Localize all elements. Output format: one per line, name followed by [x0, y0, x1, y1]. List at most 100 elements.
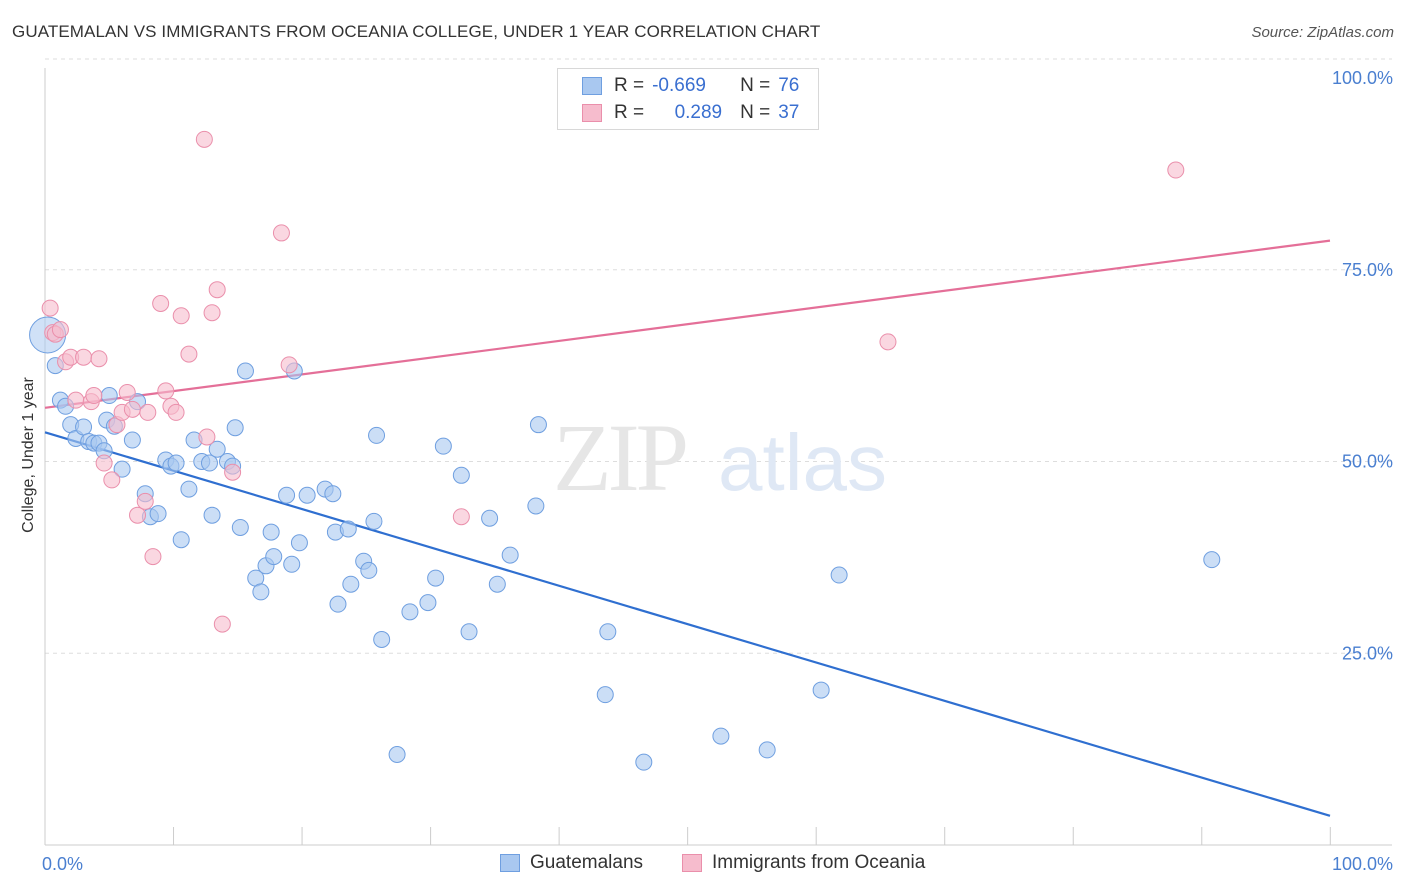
guatemalan-point [290, 534, 308, 552]
guatemalan-point [481, 509, 499, 527]
legend-item-guatemalans: Guatemalans [500, 852, 643, 874]
guatemalan-point [180, 480, 198, 498]
oceania-point [224, 463, 242, 481]
guatemalan-point [236, 362, 254, 380]
guatemalan-point [758, 741, 776, 759]
guatemalan-point [501, 546, 519, 564]
blue-swatch [582, 77, 602, 95]
guatemalan-point [252, 583, 270, 601]
watermark: ZIP atlas [553, 404, 887, 511]
x-tick-label: 100.0% [1332, 854, 1393, 874]
guatemalan-point [329, 595, 347, 613]
guatemalan-point [113, 460, 131, 478]
oceania-point [123, 400, 141, 418]
guatemalan-point [388, 745, 406, 763]
guatemalan-point [226, 419, 244, 437]
guatemalan-point [401, 603, 419, 621]
y-tick-label: 75.0% [1342, 260, 1393, 280]
guatemalan-point [368, 426, 386, 444]
oceania-point [41, 299, 59, 317]
guatemalan-point [527, 497, 545, 515]
oceania-point [136, 492, 154, 510]
oceania-point [95, 454, 113, 472]
guatemalan-point [298, 486, 316, 504]
oceania-point [139, 403, 157, 421]
y-tick-label: 25.0% [1342, 643, 1393, 663]
oceania-point [272, 224, 290, 242]
oceania-point [203, 304, 221, 322]
guatemalan-point [172, 531, 190, 549]
legend-label: Immigrants from Oceania [712, 852, 926, 873]
oceania-point [172, 307, 190, 325]
y-tick-label: 100.0% [1332, 68, 1393, 88]
guatemalan-point [200, 454, 218, 472]
oceania-point [198, 428, 216, 446]
legend-row-oceania: R = 0.289 N = 37 [582, 100, 799, 126]
guatemalan-point [265, 548, 283, 566]
r-label: R = [614, 75, 645, 96]
guatemalan-point [231, 518, 249, 536]
oceania-point [152, 294, 170, 312]
oceania-trend-line [44, 239, 1331, 409]
guatemalan-point [278, 486, 296, 504]
oceania-point [208, 281, 226, 299]
guatemalan-point [149, 505, 167, 523]
oceania-point [90, 350, 108, 368]
guatemalan-point [427, 569, 445, 587]
series-legend: Guatemalans Immigrants from Oceania [0, 852, 1406, 876]
oceania-point [280, 356, 298, 374]
chart-title: GUATEMALAN VS IMMIGRANTS FROM OCEANIA CO… [12, 22, 821, 41]
oceania-point [879, 333, 897, 351]
pink-swatch [582, 104, 602, 122]
oceania-point [75, 348, 93, 366]
guatemalan-point [339, 520, 357, 538]
guatemalan-point [452, 466, 470, 484]
n-value: 37 [778, 102, 800, 123]
guatemalan-trend-line [44, 431, 1331, 817]
x-tick-label: 0.0% [42, 854, 83, 874]
guatemalan-point [324, 485, 342, 503]
guatemalan-point [635, 753, 653, 771]
trend-lines [44, 239, 1331, 817]
guatemalan-point [373, 630, 391, 648]
guatemalan-point [1203, 551, 1221, 569]
guatemalan-point [360, 561, 378, 579]
oceania-point [144, 548, 162, 566]
watermark-atlas: atlas [718, 418, 887, 507]
correlation-legend: R = -0.669 N = 76 R = 0.289 N = 37 [557, 68, 819, 130]
guatemalan-point [419, 594, 437, 612]
pink-swatch [682, 854, 702, 872]
n-label: N = [740, 75, 771, 96]
oceania-point [167, 403, 185, 421]
guatemalan-point [712, 727, 730, 745]
guatemalan-point [203, 506, 221, 524]
guatemalan-point [488, 575, 506, 593]
guatemalan-point [208, 440, 226, 458]
guatemalan-point [365, 512, 383, 530]
oceania-point [195, 130, 213, 148]
gridlines [45, 58, 1392, 654]
guatemalan-point [596, 686, 614, 704]
guatemalan-point [460, 623, 478, 641]
watermark-zip: ZIP [553, 404, 686, 511]
r-value: -0.669 [652, 75, 706, 96]
source-credit: Source: ZipAtlas.com [1251, 24, 1394, 41]
axes [44, 68, 1392, 846]
oceania-point [103, 471, 121, 489]
legend-row-guatemalans: R = -0.669 N = 76 [582, 73, 799, 99]
n-value: 76 [778, 75, 800, 96]
y-tick-label: 50.0% [1342, 452, 1393, 472]
guatemalan-point [75, 418, 93, 436]
guatemalan-point [283, 555, 301, 573]
oceania-point [1167, 161, 1185, 179]
guatemalan-point [167, 454, 185, 472]
n-label: N = [740, 102, 771, 123]
oceania-point [157, 382, 175, 400]
r-label: R = [614, 102, 645, 123]
guatemalan-point [434, 437, 452, 455]
guatemalan-point [123, 431, 141, 449]
data-points [29, 130, 1221, 771]
guatemalan-point [812, 681, 830, 699]
oceania-point [180, 345, 198, 363]
